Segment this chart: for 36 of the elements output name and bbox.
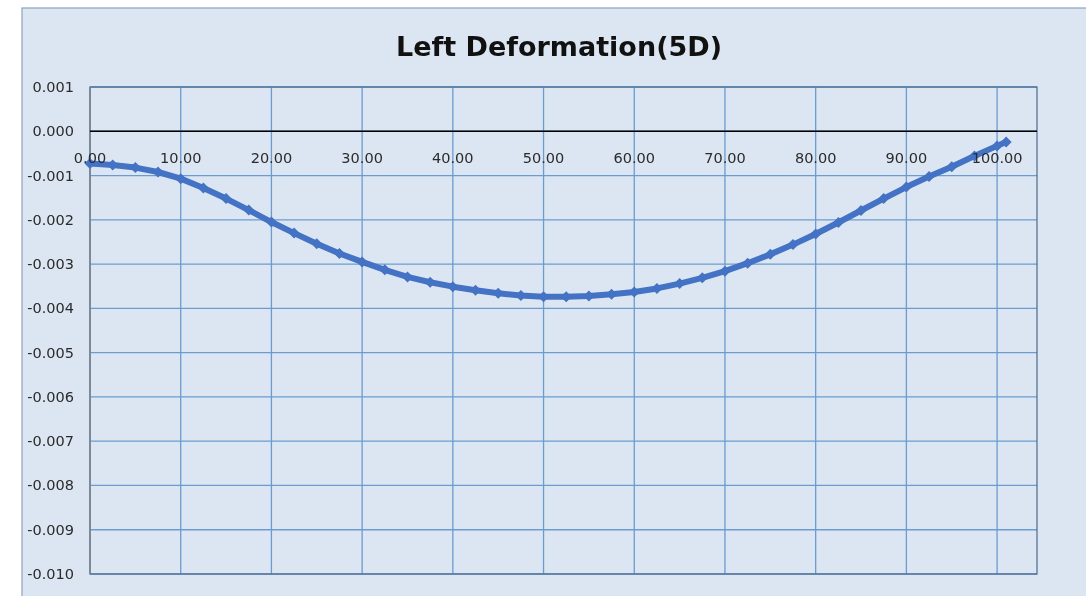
- point: [288, 227, 300, 239]
- point: [764, 248, 776, 260]
- x-tick-label: 100.00: [971, 150, 1023, 167]
- point: [991, 140, 1003, 152]
- x-tick-label: 10.00: [159, 150, 202, 167]
- point: [1000, 136, 1012, 148]
- point: [220, 193, 232, 205]
- point: [810, 228, 822, 240]
- y-tick-label: -0.001: [27, 167, 74, 184]
- x-tick-label: 80.00: [794, 150, 837, 167]
- point: [946, 161, 958, 173]
- y-tick-label: 0.000: [32, 123, 74, 140]
- point: [855, 205, 867, 217]
- x-tick-label: 30.00: [341, 150, 383, 167]
- chart-title: Left Deformation(5D): [395, 30, 723, 62]
- y-tick-label: -0.006: [27, 388, 74, 405]
- point: [333, 247, 345, 259]
- point: [265, 216, 277, 228]
- point: [311, 238, 323, 250]
- y-tick-label: -0.003: [27, 256, 74, 273]
- point: [878, 193, 890, 205]
- y-tick-label: -0.009: [27, 521, 74, 538]
- point: [787, 239, 799, 251]
- y-tick-label: -0.010: [27, 566, 74, 582]
- y-tick-label: -0.005: [27, 344, 74, 361]
- x-tick-label: 60.00: [613, 150, 656, 167]
- x-tick-label: 70.00: [704, 150, 746, 167]
- y-tick-label: -0.008: [27, 477, 74, 494]
- y-tick-label: -0.007: [27, 433, 74, 450]
- point: [900, 181, 912, 193]
- x-tick-label: 40.00: [432, 150, 474, 167]
- y-tick-label: -0.004: [27, 300, 74, 317]
- y-tick-label: -0.002: [27, 211, 74, 228]
- point: [832, 216, 844, 228]
- point: [243, 204, 255, 216]
- y-tick-label: 0.001: [32, 79, 74, 95]
